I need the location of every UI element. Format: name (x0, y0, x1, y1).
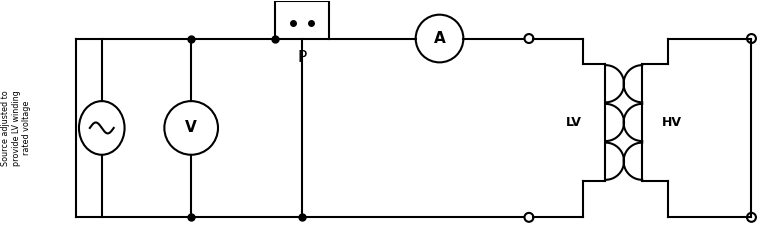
Text: V: V (185, 120, 197, 135)
Text: HV: HV (662, 116, 682, 129)
Text: A: A (434, 31, 445, 46)
Text: Source adjusted to
provide LV winding
rated voltage: Source adjusted to provide LV winding ra… (2, 90, 31, 166)
Text: P: P (297, 51, 307, 65)
Bar (275, 1, 329, 38)
Text: LV: LV (566, 116, 581, 129)
